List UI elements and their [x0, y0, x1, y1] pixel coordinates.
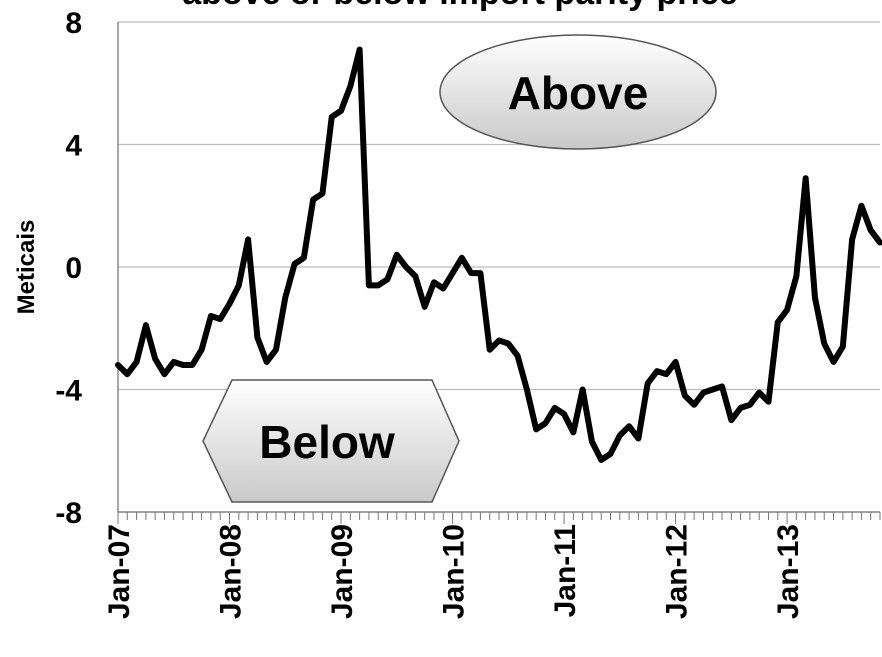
y-tick-label: -4 [55, 375, 82, 408]
below-callout-label: Below [259, 416, 395, 468]
x-tick-label: Jan-12 [661, 524, 694, 619]
x-tick-label: Jan-11 [549, 524, 582, 617]
above-callout-ellipse [439, 34, 717, 150]
y-axis-label: Meticais [13, 220, 40, 315]
y-tick-label: 4 [65, 130, 82, 163]
series-group [115, 46, 882, 463]
below-callout: Below [202, 379, 460, 503]
below-callout-hexagon [202, 379, 460, 503]
above-callout-label: Above [508, 67, 649, 119]
x-tick-label: Jan-08 [215, 524, 248, 619]
y-tick-label: 0 [65, 252, 82, 285]
x-tick-label: Jan-09 [326, 524, 359, 619]
series-line [115, 46, 882, 463]
y-axis-ticks: 8 4 0 -4 -8 [55, 7, 82, 530]
chart-title: above or below import parity price [182, 0, 737, 12]
x-tick-label: Jan-10 [438, 524, 471, 619]
y-tick-label: -8 [55, 497, 82, 530]
above-callout: Above [439, 34, 717, 150]
x-tick-label: Jan-07 [103, 524, 136, 619]
y-tick-label: 8 [65, 7, 82, 40]
x-tick-label: Jan-13 [772, 524, 805, 619]
x-axis: Jan-07 Jan-08 Jan-09 Jan-10 Jan-11 Jan-12 Jan-… [103, 511, 881, 619]
